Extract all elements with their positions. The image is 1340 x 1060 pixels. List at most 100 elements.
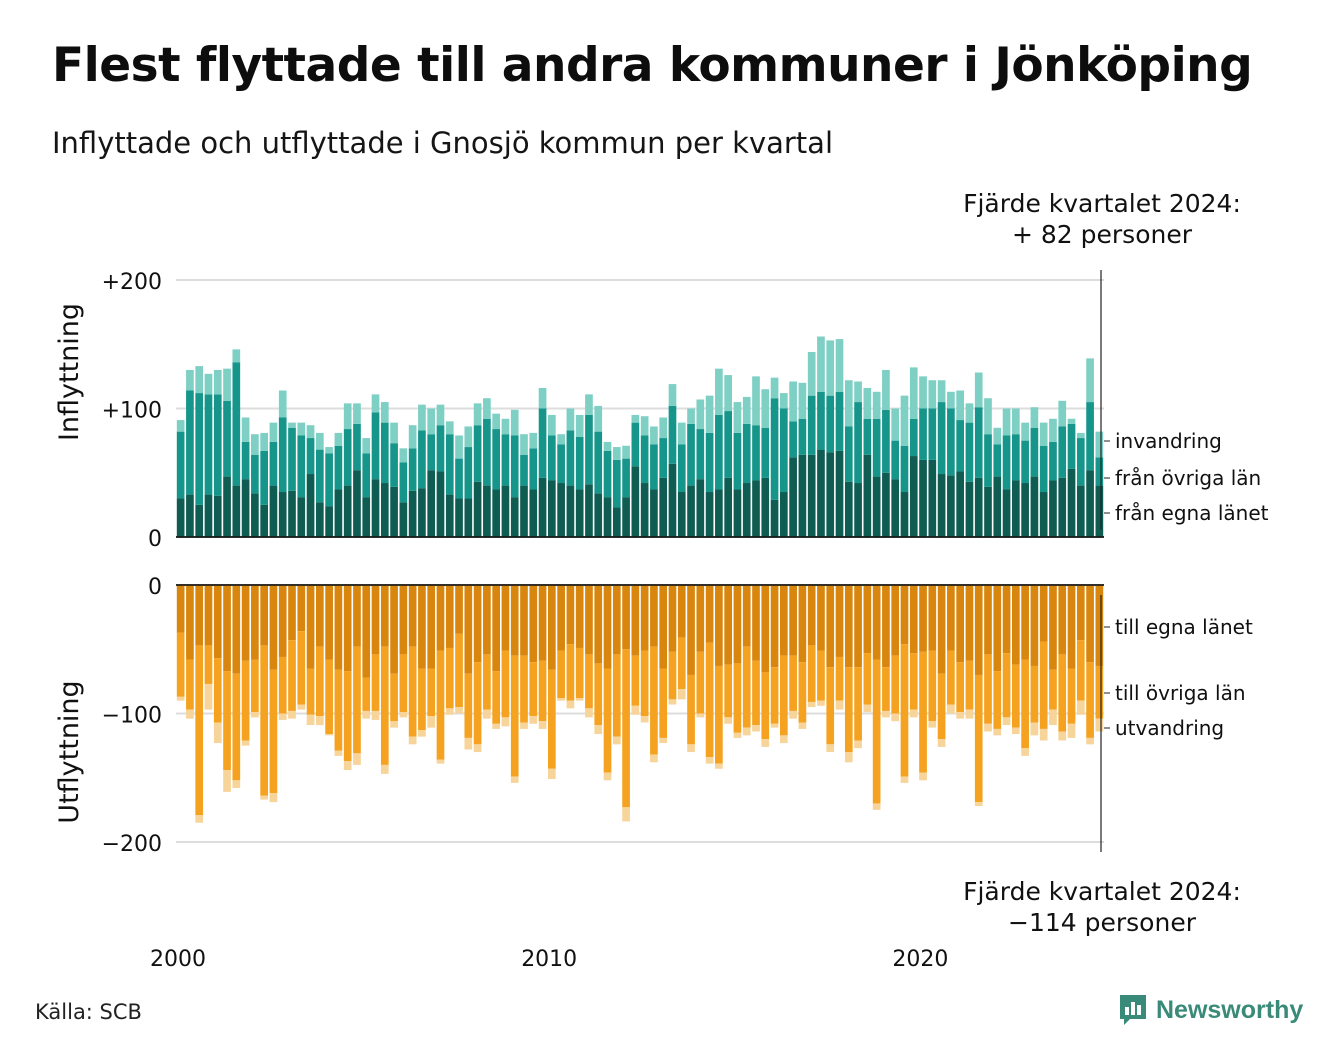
bar-in-2-31 bbox=[464, 426, 473, 448]
series-label-out-egna: till egna länet bbox=[1115, 615, 1253, 639]
bar-in-0-80 bbox=[919, 459, 927, 537]
bar-in-1-21 bbox=[371, 412, 380, 480]
bars bbox=[176, 336, 1104, 823]
bar-out-0-48 bbox=[622, 585, 630, 650]
bar-out-1-59 bbox=[724, 664, 732, 718]
bar-out-0-7 bbox=[241, 585, 250, 661]
y-tick-label-out-2: −200 bbox=[102, 832, 162, 857]
bar-in-1-42 bbox=[566, 430, 575, 486]
bar-out-2-67 bbox=[798, 722, 807, 729]
bar-in-1-36 bbox=[510, 435, 519, 498]
bar-out-1-14 bbox=[306, 668, 315, 715]
bar-in-1-63 bbox=[761, 427, 770, 478]
bar-in-2-24 bbox=[399, 448, 408, 463]
bar-in-2-21 bbox=[371, 394, 380, 413]
bar-out-2-51 bbox=[650, 754, 658, 763]
bar-in-0-2 bbox=[195, 504, 204, 537]
bar-in-0-25 bbox=[408, 490, 417, 537]
bar-out-2-75 bbox=[872, 803, 881, 810]
bar-in-1-45 bbox=[594, 431, 603, 494]
bar-in-2-37 bbox=[520, 434, 528, 455]
bar-in-1-29 bbox=[445, 434, 454, 495]
bar-out-2-25 bbox=[408, 736, 417, 745]
bar-out-0-70 bbox=[826, 585, 835, 668]
bar-out-2-19 bbox=[353, 753, 361, 765]
bar-out-0-54 bbox=[677, 585, 686, 638]
bar-out-0-23 bbox=[390, 585, 398, 674]
bar-in-0-88 bbox=[993, 476, 1002, 537]
bar-out-1-78 bbox=[900, 644, 909, 777]
bar-out-2-16 bbox=[325, 734, 333, 736]
bar-out-0-35 bbox=[501, 585, 510, 651]
bar-out-0-16 bbox=[325, 585, 333, 660]
bar-in-1-2 bbox=[195, 393, 204, 505]
annotation-latest-inflow-line1: Fjärde kvartalet 2024: bbox=[963, 189, 1241, 218]
bar-out-1-0 bbox=[176, 632, 185, 697]
bar-out-2-70 bbox=[826, 744, 835, 753]
bar-out-2-71 bbox=[835, 700, 844, 710]
bar-in-1-76 bbox=[882, 409, 890, 473]
bar-in-2-80 bbox=[919, 376, 927, 409]
bar-out-2-54 bbox=[677, 689, 686, 700]
bar-in-2-35 bbox=[501, 418, 510, 435]
bar-out-2-64 bbox=[770, 723, 779, 728]
bar-out-0-57 bbox=[705, 585, 714, 643]
series-label-out-ovriga: till övriga län bbox=[1115, 681, 1246, 705]
bar-out-1-71 bbox=[835, 656, 844, 701]
bar-out-1-44 bbox=[585, 654, 593, 709]
bar-out-1-31 bbox=[464, 673, 473, 738]
bar-out-1-48 bbox=[622, 649, 630, 808]
bar-out-1-72 bbox=[844, 667, 853, 753]
bar-out-0-27 bbox=[427, 585, 436, 669]
bar-in-2-4 bbox=[213, 369, 222, 395]
bar-in-2-33 bbox=[483, 398, 491, 419]
bar-in-2-42 bbox=[566, 408, 575, 431]
bar-in-2-89 bbox=[1002, 408, 1011, 436]
bar-out-2-46 bbox=[603, 772, 612, 781]
bar-out-2-26 bbox=[418, 730, 426, 737]
bar-in-0-16 bbox=[325, 506, 333, 537]
bar-in-2-10 bbox=[269, 422, 278, 442]
bar-in-0-60 bbox=[733, 489, 742, 537]
brand-name: Newsworthy bbox=[1156, 995, 1304, 1024]
bar-in-2-77 bbox=[891, 408, 900, 441]
bar-in-2-71 bbox=[835, 339, 844, 392]
bar-out-0-44 bbox=[585, 585, 593, 655]
bar-in-0-97 bbox=[1076, 485, 1085, 537]
bar-out-1-81 bbox=[928, 650, 937, 722]
bar-out-1-87 bbox=[984, 654, 992, 724]
bar-in-1-14 bbox=[306, 438, 315, 475]
bar-in-2-47 bbox=[612, 447, 621, 460]
bar-out-2-97 bbox=[1076, 700, 1085, 715]
bar-out-2-73 bbox=[854, 740, 862, 749]
bar-out-0-39 bbox=[538, 585, 547, 661]
bar-in-0-35 bbox=[501, 485, 510, 537]
bar-out-0-17 bbox=[334, 585, 343, 670]
bar-out-2-31 bbox=[464, 737, 473, 750]
bar-out-2-91 bbox=[1021, 748, 1029, 756]
bar-out-2-4 bbox=[213, 722, 222, 744]
bar-in-0-98 bbox=[1086, 470, 1094, 537]
bar-in-2-95 bbox=[1058, 400, 1067, 427]
bar-in-2-0 bbox=[176, 420, 185, 432]
bar-in-2-92 bbox=[1030, 407, 1039, 428]
bar-in-2-74 bbox=[863, 387, 872, 419]
bar-in-1-75 bbox=[872, 418, 881, 477]
y-tick-label-in-2: 0 bbox=[148, 527, 162, 552]
bar-in-1-86 bbox=[974, 407, 983, 478]
annotation-latest-outflow-line1: Fjärde kvartalet 2024: bbox=[963, 877, 1241, 906]
bar-out-2-45 bbox=[594, 725, 603, 735]
bar-in-1-22 bbox=[380, 422, 389, 484]
bar-out-2-13 bbox=[297, 704, 306, 710]
bar-in-1-97 bbox=[1076, 438, 1085, 486]
bar-in-2-18 bbox=[343, 403, 352, 430]
bar-out-0-33 bbox=[483, 585, 491, 655]
bar-out-2-43 bbox=[575, 698, 584, 701]
bar-in-0-61 bbox=[742, 483, 751, 537]
bar-out-1-17 bbox=[334, 669, 343, 751]
bar-in-2-70 bbox=[826, 340, 835, 396]
bar-out-2-48 bbox=[622, 807, 630, 822]
bar-out-0-88 bbox=[993, 585, 1002, 672]
bar-in-0-65 bbox=[780, 492, 788, 537]
bar-out-2-79 bbox=[909, 709, 918, 718]
